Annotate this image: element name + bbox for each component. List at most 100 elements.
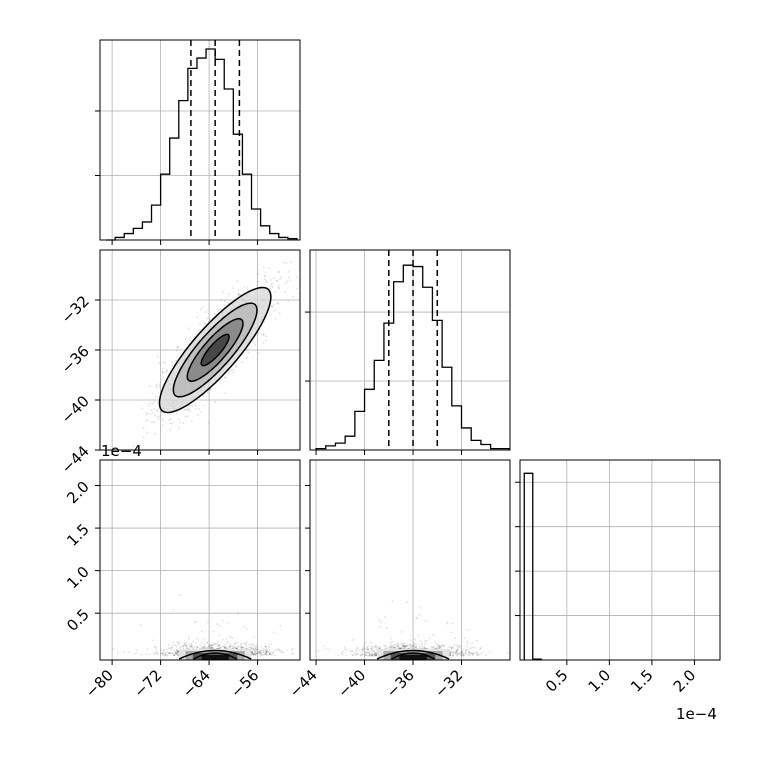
scatter-p0-p2-point (225, 646, 228, 648)
scatter-p0-p2-point (233, 646, 235, 649)
scatter-p1-p2-point (372, 653, 374, 656)
scatter-p1-p2-point (449, 654, 452, 657)
scatter-p1-p2-point (374, 654, 376, 657)
scatter-p0-p2-point (253, 644, 256, 646)
scatter-p0-p2-point (219, 647, 222, 649)
scatter-p1-p2-point (468, 651, 470, 654)
scatter-p0-p1-point (264, 271, 267, 274)
scatter-p1-p2-point (423, 646, 426, 648)
scatter-p1-p2-point (369, 654, 371, 656)
scatter-p0-p1-point (186, 407, 188, 410)
scatter-p0-p1-ytick-label-2: −40 (58, 392, 93, 427)
scatter-p0-p1-point (246, 349, 249, 352)
scatter-p0-p2-point (228, 645, 231, 648)
scatter-p0-p1-point (228, 293, 231, 295)
scatter-p1-p2-point (468, 654, 471, 657)
scatter-p0-p1-point (151, 392, 154, 395)
scatter-p0-p1-point (286, 280, 289, 283)
scatter-p0-p2-point (175, 645, 178, 648)
scatter-p0-p1-ytick-label-0: −32 (58, 292, 93, 327)
scatter-p1-p2-point (408, 644, 411, 647)
scatter-p0-p2-point (234, 647, 236, 650)
scatter-p0-p2-point (262, 654, 265, 656)
scatter-p0-p1-point (161, 417, 164, 420)
scatter-p0-p2-point (236, 647, 239, 649)
scatter-p0-p1-point (283, 291, 286, 293)
scatter-p1-p2-point (424, 641, 427, 644)
scatter-p0-p2-contour-1 (193, 652, 238, 660)
scatter-p0-p1-point (238, 294, 240, 297)
scatter-p0-p2-point (154, 653, 157, 655)
scatter-p1-p2-background (310, 460, 510, 660)
scatter-p1-p2-point (364, 651, 366, 654)
scatter-p0-p2-point (245, 644, 247, 647)
scatter-p0-p1-point (271, 285, 274, 288)
scatter-p0-p2-point (192, 640, 195, 643)
scatter-p0-p1-point (208, 317, 211, 320)
scatter-p0-p1-ytick-label-1: −36 (58, 342, 93, 377)
scatter-p0-p1-point (176, 347, 179, 349)
scatter-p1-p2-point (373, 654, 376, 657)
scatter-p1-p2-point (367, 648, 369, 651)
scatter-p1-p2-point (476, 639, 478, 642)
hist-p2-xtick-label-1: 1.0 (585, 666, 615, 696)
scatter-p1-p2-point (390, 646, 392, 649)
scatter-p1-p2-point (471, 646, 473, 649)
scatter-p0-p1-point (277, 302, 279, 305)
scatter-p0-p2-point (223, 645, 225, 648)
scatter-p0-p1-point (191, 420, 193, 423)
scatter-p1-p2-point (463, 637, 466, 640)
scatter-p1-p2-point (375, 653, 378, 656)
scatter-p0-p2-point (208, 644, 211, 647)
scatter-p0-p2-point (210, 645, 213, 648)
scatter-p0-p2-point (177, 654, 180, 657)
scatter-p0-p2-point (196, 638, 199, 640)
scatter-p1-p2-point (456, 654, 459, 657)
scatter-p0-p2-point (221, 638, 224, 641)
scatter-p0-p2-point (278, 649, 281, 651)
scatter-p0-p2-point (188, 647, 191, 649)
scatter-p1-p2-point (371, 653, 374, 655)
scatter-p1-p2-point (355, 653, 358, 656)
scatter-p0-p1-point (278, 312, 281, 314)
scatter-p0-p2-point (185, 646, 188, 649)
scatter-p1-p2-point (456, 649, 459, 652)
scatter-p0-p2-point (260, 646, 263, 648)
scatter-p0-p2-point (265, 653, 268, 655)
scatter-p0-p2-point (208, 645, 210, 648)
scatter-p1-p2-point (455, 651, 458, 653)
scatter-p0-p2-point (211, 644, 213, 647)
scatter-p0-p2-point (265, 650, 268, 652)
scatter-p1-p2-point (452, 651, 454, 653)
scatter-p0-p1-point (209, 319, 211, 321)
scatter-p0-p2-point (229, 646, 231, 648)
scatter-p0-p2-xtick-label-1: −72 (130, 666, 165, 701)
scatter-p0-p2-point (229, 646, 231, 649)
scatter-p0-p2-point (164, 653, 167, 655)
scatter-p1-p2-point (420, 647, 422, 649)
scatter-p1-p2-point (456, 649, 459, 652)
scatter-p1-p2-point (467, 649, 470, 651)
scatter-p0-p2-point (185, 644, 188, 647)
scatter-p1-p2-point (411, 644, 414, 647)
scatter-p0-p1-point (265, 280, 268, 283)
scatter-p0-p1-point (221, 291, 224, 294)
scatter-p1-p2-point (460, 650, 463, 653)
scatter-p0-p1-point (216, 308, 219, 310)
scatter-p0-p1-point (245, 357, 248, 360)
scatter-p1-p2-point (401, 646, 403, 649)
scatter-p0-p2-point (203, 643, 206, 646)
scatter-p1-p2-point (441, 644, 444, 647)
scatter-p0-p1-point (274, 291, 276, 293)
scatter-p1-p2-point (396, 644, 399, 647)
scatter-p0-p2-point (268, 650, 270, 653)
scatter-p0-p1-point (262, 333, 265, 335)
scatter-p0-p2-point (252, 645, 255, 648)
scatter-p0-p2-point (175, 652, 178, 655)
scatter-p0-p2-point (224, 646, 227, 648)
scatter-p1-p2-point (432, 646, 434, 649)
scatter-p0-p2-point (265, 651, 268, 653)
scatter-p0-p1-point (269, 287, 272, 290)
scatter-p0-p2-point (174, 644, 177, 646)
scatter-p0-p1-point (156, 416, 159, 418)
